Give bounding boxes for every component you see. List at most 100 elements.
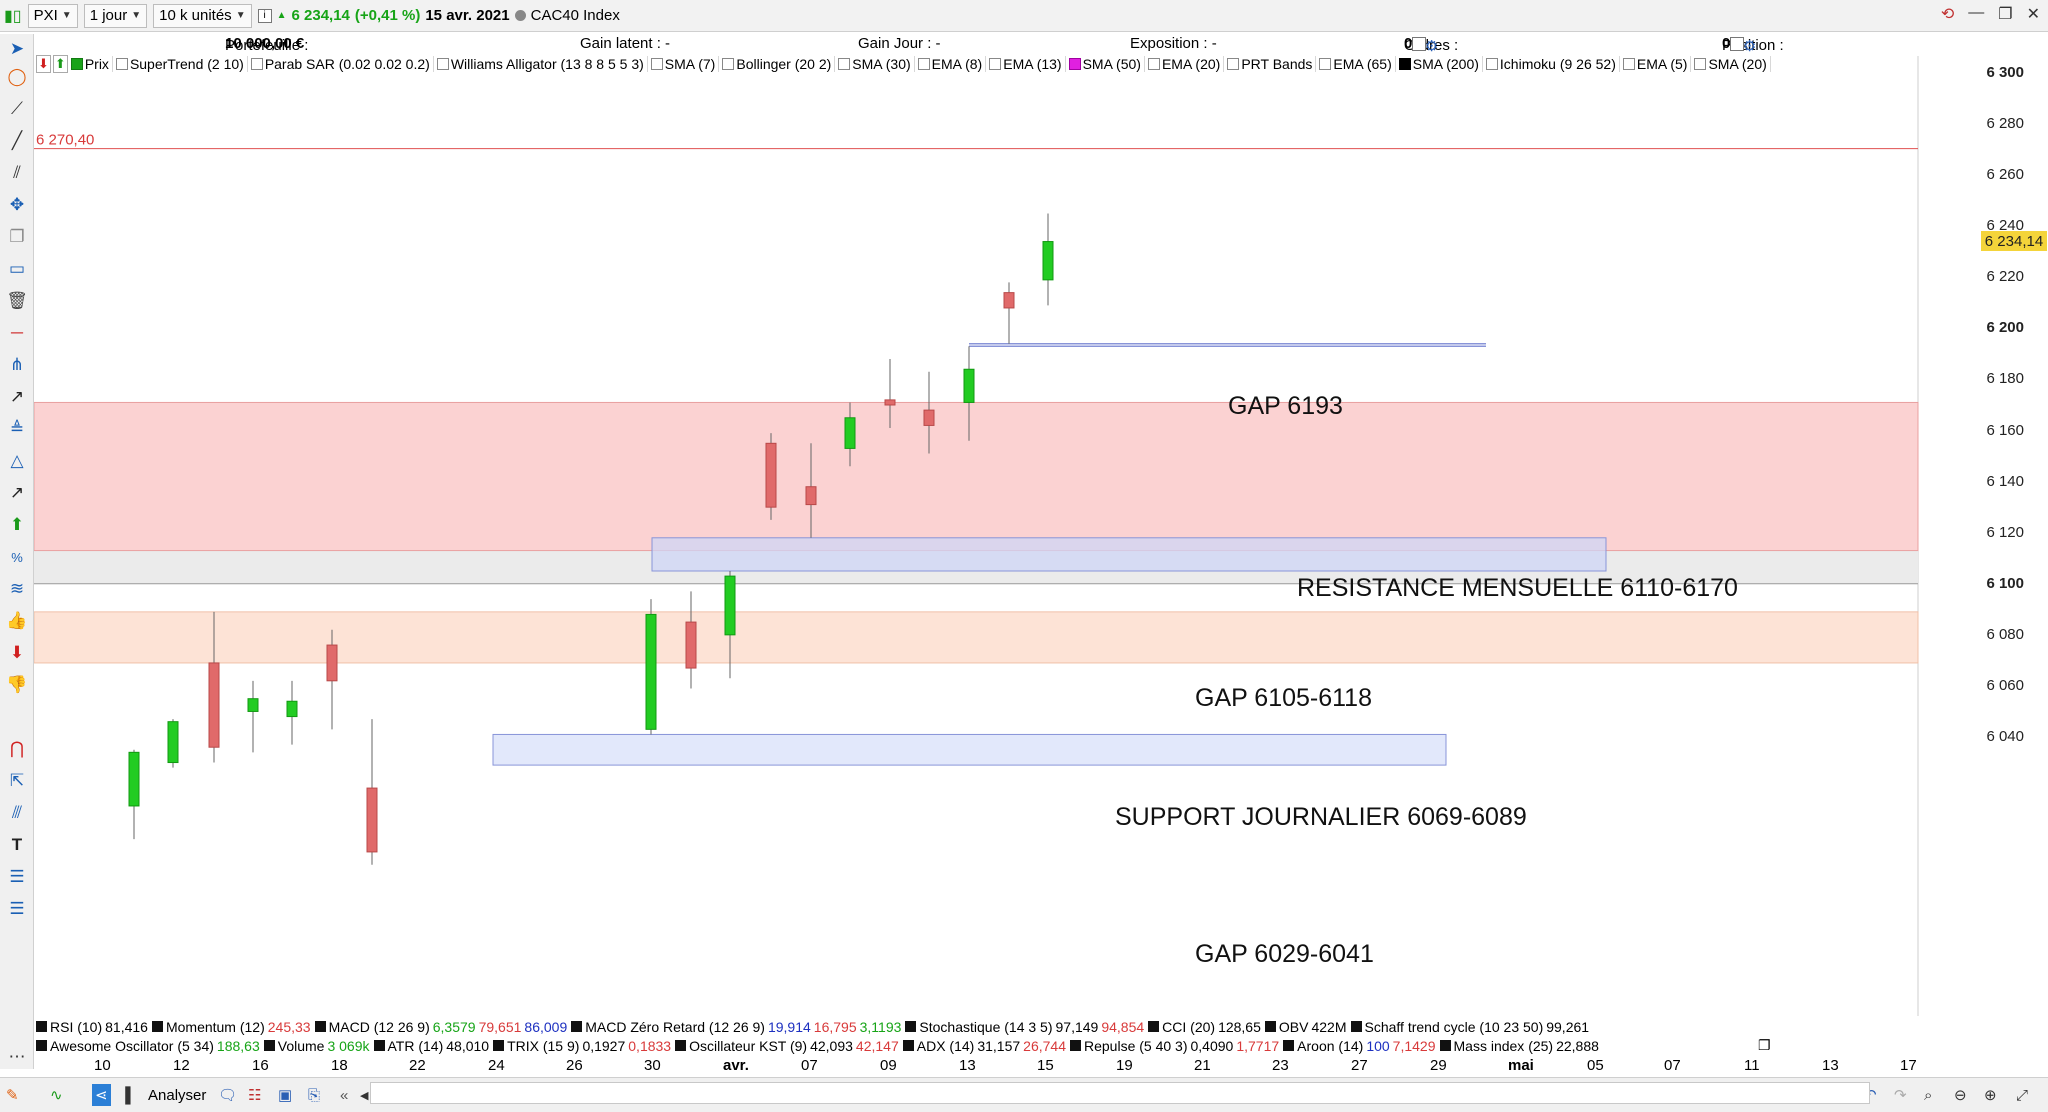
down-arrow-icon[interactable]: ⬇ bbox=[36, 54, 51, 73]
thumbs-down-icon[interactable]: 👎 bbox=[6, 675, 28, 694]
units-selector[interactable]: 10 k unités ▼ bbox=[153, 3, 252, 28]
indicator-toggle[interactable]: Bollinger (20 2) bbox=[719, 55, 836, 72]
scroll-left-icon[interactable]: ◀ bbox=[360, 1089, 369, 1102]
indicator-toggle[interactable]: SMA (30) bbox=[835, 55, 915, 72]
indicator-toggle[interactable]: Prix bbox=[68, 55, 113, 72]
horizontal-line-icon[interactable]: ─ bbox=[10, 323, 24, 342]
oscillator-checkbox[interactable] bbox=[905, 1021, 917, 1032]
checkbox-icon[interactable] bbox=[917, 57, 930, 70]
indicator-toggle[interactable]: SMA (20) bbox=[1691, 55, 1771, 72]
period-selector[interactable]: 1 jour ▼ bbox=[83, 3, 148, 28]
oscillator-checkbox[interactable] bbox=[1069, 1040, 1081, 1051]
zoom-box-icon[interactable]: ⌕ bbox=[1924, 1086, 1933, 1104]
arrow-tool-icon[interactable]: ↗ bbox=[9, 387, 25, 406]
indicator-toggle[interactable]: Williams Alligator (13 8 8 5 5 3) bbox=[434, 55, 648, 72]
channel-tool-icon[interactable]: ≋ bbox=[9, 579, 25, 598]
checkbox-icon[interactable] bbox=[650, 57, 663, 70]
close-button[interactable]: ✕ bbox=[2026, 6, 2040, 23]
line-tool-icon[interactable]: ╱ bbox=[11, 131, 23, 150]
checkbox-icon[interactable] bbox=[70, 57, 83, 70]
restore-button[interactable]: ❐ bbox=[1998, 6, 2013, 23]
indicator-toggle[interactable]: PRT Bands bbox=[1224, 55, 1317, 72]
more-icon[interactable]: ⋯ bbox=[8, 1047, 26, 1066]
oscillator-item[interactable]: CCI (20) 128,65 bbox=[1148, 1019, 1261, 1035]
analyser-button[interactable]: Analyser bbox=[148, 1086, 207, 1104]
down-arrow-icon[interactable]: ⬇ bbox=[9, 643, 25, 662]
fork-tool-icon[interactable]: ⫽ bbox=[13, 163, 21, 182]
indicator-toggle[interactable]: EMA (5) bbox=[1620, 55, 1692, 72]
up-arrow-icon[interactable]: ⬆ bbox=[52, 54, 68, 73]
settings-icon[interactable]: ⚙ bbox=[1742, 38, 1757, 55]
checkbox-icon[interactable] bbox=[989, 57, 1002, 70]
fit-icon[interactable]: ⤢ bbox=[2016, 1086, 2029, 1104]
checkbox-icon[interactable] bbox=[1319, 57, 1332, 70]
arrow-tool-icon[interactable]: ↗ bbox=[9, 483, 25, 502]
cursor-settings-icon[interactable]: ⇱ bbox=[9, 771, 25, 790]
checkbox-icon[interactable] bbox=[722, 57, 735, 70]
layout-icon[interactable]: ▐ bbox=[120, 1086, 131, 1104]
indicator-toggle[interactable]: Ichimoku (9 26 52) bbox=[1483, 55, 1620, 72]
checkbox-icon[interactable] bbox=[1227, 57, 1240, 70]
oscillator-item[interactable]: Momentum (12) 245,33 bbox=[151, 1019, 311, 1035]
checkbox-icon[interactable] bbox=[1694, 57, 1707, 70]
symbol-selector[interactable]: PXI ▼ bbox=[27, 3, 78, 28]
oscillator-item[interactable]: Stochastique (14 3 5) 97,149 94,854 bbox=[905, 1019, 1144, 1035]
indicator-toggle[interactable]: EMA (20) bbox=[1145, 55, 1225, 72]
orders-icon[interactable] bbox=[1412, 37, 1427, 51]
triangle-tool-icon[interactable]: △ bbox=[10, 451, 24, 470]
oscillator-checkbox[interactable] bbox=[493, 1040, 505, 1051]
indicator-toggle[interactable]: SMA (200) bbox=[1396, 55, 1483, 72]
time-scrollbar[interactable] bbox=[370, 1082, 1870, 1104]
list-icon[interactable]: ☷ bbox=[248, 1087, 262, 1104]
settings-icon[interactable]: ⚙ bbox=[1424, 38, 1439, 55]
indicator-toggle[interactable]: EMA (13) bbox=[986, 55, 1066, 72]
price-chart[interactable]: 6 270,40 bbox=[34, 56, 1984, 1016]
thumbs-up-icon[interactable]: 👍 bbox=[6, 611, 28, 630]
checkbox-icon[interactable] bbox=[250, 57, 263, 70]
oscillator-item[interactable]: Volume 3 069k bbox=[263, 1038, 370, 1054]
oscillator-item[interactable]: OBV 422M bbox=[1264, 1019, 1347, 1035]
pen-icon[interactable]: ✎ bbox=[6, 1087, 19, 1104]
segment-tool-icon[interactable]: ⟋ bbox=[11, 99, 23, 118]
chat-icon[interactable]: 🗨 bbox=[218, 1087, 238, 1104]
oscillator-item[interactable]: ADX (14) 31,157 26,744 bbox=[902, 1038, 1066, 1054]
oscillator-checkbox[interactable] bbox=[1148, 1021, 1160, 1032]
magnet-icon[interactable]: ⋂ bbox=[10, 739, 24, 758]
indicator-toggle[interactable]: Parab SAR (0.02 0.02 0.2) bbox=[248, 55, 434, 72]
list-tool-icon[interactable]: ☰ bbox=[9, 899, 25, 918]
info-icon[interactable]: i bbox=[257, 8, 272, 23]
oscillator-checkbox[interactable] bbox=[263, 1040, 275, 1051]
oscillator-item[interactable]: Oscillateur KST (9) 42,093 42,147 bbox=[675, 1038, 899, 1054]
checkbox-icon[interactable] bbox=[1147, 57, 1160, 70]
checkbox-icon[interactable] bbox=[1622, 57, 1635, 70]
checkbox-icon[interactable] bbox=[436, 57, 449, 70]
oscillator-checkbox[interactable] bbox=[151, 1021, 163, 1032]
oscillator-checkbox[interactable] bbox=[373, 1040, 385, 1051]
minimize-button[interactable]: — bbox=[1968, 4, 1985, 21]
oscillator-item[interactable]: RSI (10) 81,416 bbox=[36, 1019, 148, 1035]
oscillator-item[interactable]: Repulse (5 40 3) 0,4090 1,7717 bbox=[1069, 1038, 1279, 1054]
move-tool-icon[interactable]: ✥ bbox=[9, 195, 25, 214]
indicator-toggle[interactable]: EMA (8) bbox=[915, 55, 987, 72]
collapse-icon[interactable]: « bbox=[340, 1086, 349, 1104]
indicator-toggle[interactable]: SMA (50) bbox=[1066, 55, 1145, 72]
oscillator-checkbox[interactable] bbox=[1350, 1021, 1362, 1032]
oscillator-item[interactable]: MACD Zéro Retard (12 26 9) 19,914 16,795 3,… bbox=[571, 1019, 901, 1035]
indicator-toggle[interactable]: SuperTrend (2 10) bbox=[113, 55, 248, 72]
oscillator-item[interactable]: ATR (14) 48,010 bbox=[373, 1038, 489, 1054]
rectangle-tool-icon[interactable]: ▭ bbox=[8, 259, 26, 278]
text-tool-icon[interactable]: T bbox=[11, 835, 23, 854]
percent-tool-icon[interactable]: % bbox=[11, 549, 23, 565]
screenshot-icon[interactable]: ▣ bbox=[278, 1087, 293, 1104]
checkbox-icon[interactable] bbox=[1068, 57, 1081, 70]
oscillator-checkbox[interactable] bbox=[314, 1021, 326, 1032]
oscillator-checkbox[interactable] bbox=[36, 1040, 47, 1051]
checkbox-icon[interactable] bbox=[1398, 57, 1411, 70]
oscillator-checkbox[interactable] bbox=[1439, 1040, 1451, 1051]
export-icon[interactable]: ⎘ bbox=[308, 1086, 321, 1104]
oscillator-item[interactable]: Mass index (25) 22,888 bbox=[1439, 1038, 1599, 1054]
multi-line-tool-icon[interactable]: ⫻ bbox=[11, 803, 23, 822]
list-tool-icon[interactable]: ☰ bbox=[9, 867, 25, 886]
share-icon[interactable]: ⋖ bbox=[92, 1084, 111, 1106]
checkbox-icon[interactable] bbox=[838, 57, 851, 70]
